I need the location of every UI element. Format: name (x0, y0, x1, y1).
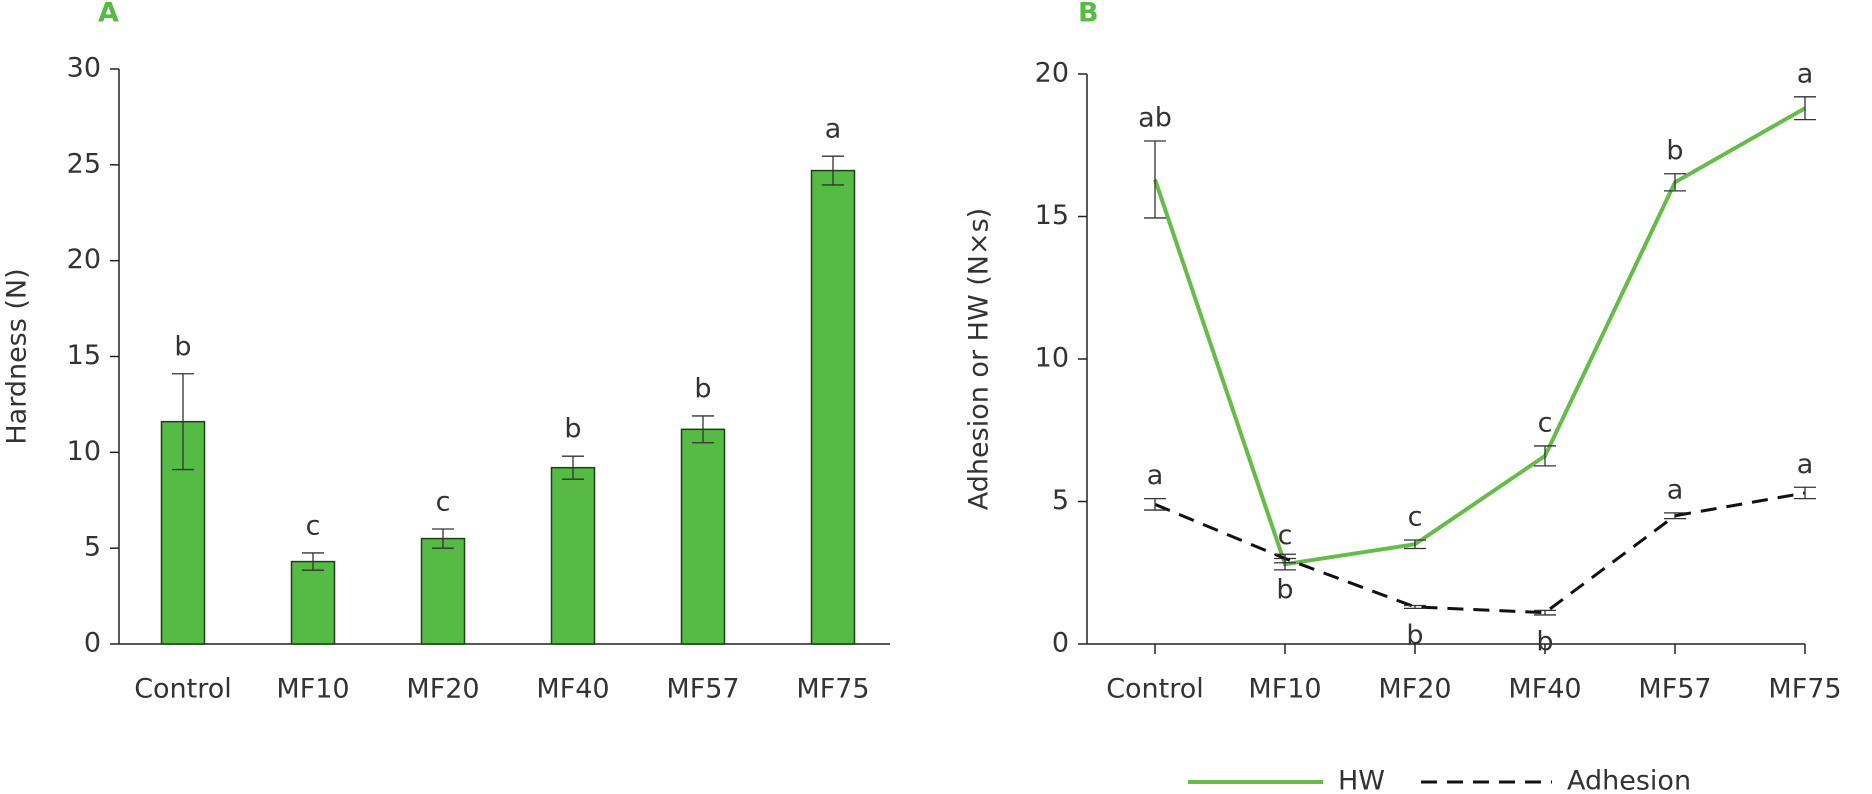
significance-letter: b (694, 373, 711, 404)
significance-letter: b (1406, 620, 1423, 651)
error-bar (1144, 498, 1166, 511)
significance-letter: b (1536, 626, 1553, 657)
error-bar (1664, 173, 1686, 192)
error-bar (1144, 140, 1166, 219)
significance-letter: b (1666, 135, 1683, 166)
y-tick-label: 15 (1035, 200, 1069, 231)
significance-letter: c (436, 487, 451, 518)
error-bar (1274, 553, 1296, 564)
x-tick-label: MF75 (1768, 674, 1841, 705)
series-line (1154, 491, 1806, 615)
x-tick-label: MF75 (796, 674, 869, 705)
bar (680, 428, 726, 645)
error-bar (1664, 512, 1686, 520)
x-tick-label: MF20 (406, 674, 479, 705)
y-tick-label: 0 (84, 628, 101, 659)
bar (550, 466, 596, 645)
significance-letter: c (1538, 407, 1553, 438)
x-tick-label: MF40 (536, 674, 609, 705)
significance-letter: b (174, 331, 191, 362)
significance-letter: c (1408, 501, 1423, 532)
y-axis-label: Adhesion or HW (N×s) (964, 208, 995, 510)
significance-letter: a (1797, 449, 1814, 480)
error-bar (562, 455, 584, 480)
y-tick-label: 5 (84, 532, 101, 563)
significance-letter: b (564, 414, 581, 445)
y-tick-label: 0 (1052, 628, 1069, 659)
y-tick-label: 10 (67, 436, 101, 467)
x-tick-label: MF10 (1248, 674, 1321, 705)
significance-letter: c (306, 510, 321, 541)
error-bar (1404, 539, 1426, 550)
error-bar (822, 155, 844, 186)
error-bar (1534, 609, 1556, 616)
error-bar (1534, 445, 1556, 467)
x-tick-label: MF57 (666, 674, 739, 705)
x-tick-label: Control (134, 674, 232, 705)
legend-label: HW (1338, 766, 1385, 794)
panel-label: A (98, 0, 119, 29)
error-bar (432, 528, 454, 549)
series-line (1153, 106, 1806, 567)
significance-letter: ab (1138, 102, 1172, 133)
error-bar (1794, 486, 1816, 500)
y-tick-label: 30 (67, 53, 101, 84)
bar (810, 169, 856, 645)
x-tick-label: Control (1106, 674, 1204, 705)
error-bar (692, 415, 714, 444)
x-tick-label: MF10 (276, 674, 349, 705)
significance-letter: a (1147, 460, 1164, 491)
y-tick-label: 20 (1035, 58, 1069, 89)
significance-letter: a (1667, 474, 1684, 505)
x-tick-label: MF20 (1378, 674, 1451, 705)
y-tick-label: 10 (1035, 343, 1069, 374)
significance-letter: b (1276, 574, 1293, 605)
significance-letter: c (1278, 520, 1293, 551)
legend-label: Adhesion (1567, 766, 1691, 794)
panel-label: B (1078, 0, 1099, 29)
y-axis-label: Hardness (N) (2, 268, 33, 444)
error-bar (302, 552, 324, 571)
significance-letter: a (825, 114, 842, 145)
y-tick-label: 25 (67, 148, 101, 179)
y-tick-label: 15 (67, 340, 101, 371)
x-tick-label: MF40 (1508, 674, 1581, 705)
error-bar (172, 373, 194, 471)
y-tick-label: 20 (67, 244, 101, 275)
significance-letter: a (1797, 58, 1814, 89)
bar (290, 560, 336, 645)
bar (420, 537, 466, 645)
x-tick-label: MF57 (1638, 674, 1711, 705)
y-tick-label: 5 (1052, 485, 1069, 516)
error-bar (1404, 604, 1426, 610)
error-bar (1794, 96, 1816, 121)
